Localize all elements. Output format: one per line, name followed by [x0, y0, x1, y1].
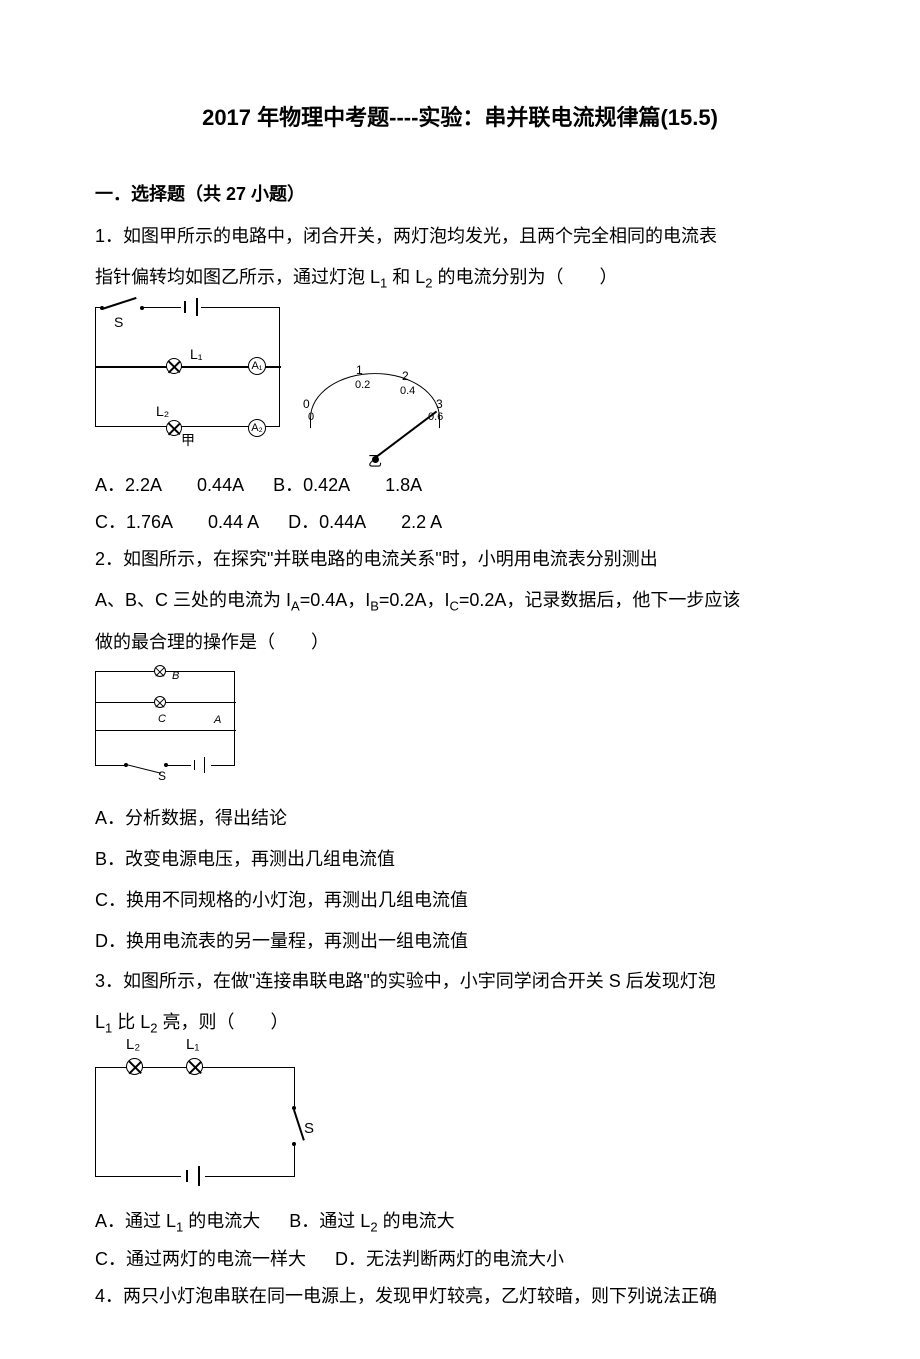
q3-l1-label: L₁: [186, 1036, 199, 1053]
sub-c: C: [449, 598, 458, 613]
q3-stem-line2: L1 比 L2 亮，则（ ）: [95, 1004, 825, 1042]
q3-figure: L₂ L₁ S: [95, 1067, 825, 1189]
q1-stem-line2: 指针偏转均如图乙所示，通过灯泡 L1 和 L2 的电流分别为（ ）: [95, 259, 825, 297]
q2-s2c: =0.2A，I: [379, 590, 450, 610]
l1-label: L₁: [190, 346, 203, 362]
q1-caption-jia: 甲: [181, 430, 195, 450]
q1-caption-yi: 乙: [368, 451, 382, 471]
q1-meter-diagram: 0 0 1 0.2 2 0.4 3 0.6 乙: [300, 363, 450, 453]
q3-s2b: 比 L: [112, 1012, 150, 1032]
q2-stem-line1: 2．如图所示，在探究"并联电路的电流关系"时，小明用电流表分别测出: [95, 541, 825, 578]
q3-circuit-diagram: L₂ L₁ S: [95, 1067, 295, 1177]
sub-a: A: [291, 598, 300, 613]
q1-option-c: C．1.76A 0.44 A: [95, 504, 259, 541]
q3-option-d: D．无法判断两灯的电流大小: [335, 1241, 564, 1278]
q3-choices-cd: C．通过两灯的电流一样大 D．无法判断两灯的电流大小: [95, 1241, 825, 1278]
q1-option-b: B．0.42A 1.8A: [273, 467, 422, 504]
ammeter-a1-icon: A₁: [248, 357, 266, 375]
q3-switch-label: S: [304, 1120, 314, 1137]
q3b-t2: 的电流大: [378, 1211, 455, 1231]
q1-stem2-b: 和 L: [387, 267, 425, 287]
q3-stem-line1: 3．如图所示，在做"连接串联电路"的实验中，小宇同学闭合开关 S 后发现灯泡: [95, 963, 825, 1000]
q3a-t2: 的电流大: [183, 1211, 260, 1231]
q1-option-a: A．2.2A 0.44A: [95, 467, 244, 504]
scale-1: 1: [356, 363, 363, 377]
q2-switch-label: S: [158, 769, 166, 783]
sub-2b: 2: [150, 1021, 157, 1036]
q3-option-c: C．通过两灯的电流一样大: [95, 1241, 306, 1278]
sub-2: 2: [425, 275, 432, 290]
sub-2c: 2: [370, 1219, 377, 1234]
scale-3: 3: [436, 397, 443, 411]
bulb-l1-icon: [166, 358, 182, 374]
point-a-label: A: [214, 714, 221, 726]
section-header: 一．选择题（共 27 小题）: [95, 180, 825, 206]
q3b-t1: B．通过 L: [289, 1211, 370, 1231]
bulb-l2-icon: [166, 420, 182, 436]
q3-option-b: B．通过 L2 的电流大: [289, 1203, 454, 1241]
scale-06: 0.6: [428, 411, 443, 423]
q4-stem-line1: 4．两只小灯泡串联在同一电源上，发现甲灯较亮，乙灯较暗，则下列说法正确: [95, 1278, 825, 1315]
scale-02: 0.2: [355, 379, 370, 391]
q2-circuit-diagram: B C A S: [95, 671, 235, 766]
l2-label: L₂: [156, 403, 169, 419]
q3-l2-label: L₂: [126, 1036, 140, 1053]
q2-option-a: A．分析数据，得出结论: [95, 800, 825, 837]
q1-option-d: D．0.44A 2.2 A: [288, 504, 442, 541]
q1-choices-ab: A．2.2A 0.44A B．0.42A 1.8A: [95, 467, 825, 504]
point-b-label: B: [172, 670, 179, 682]
scale-0-outer: 0: [303, 397, 310, 411]
switch-label: S: [114, 314, 123, 330]
q3-s2c: 亮，则（ ）: [158, 1012, 289, 1032]
q3-option-a: A．通过 L1 的电流大: [95, 1203, 260, 1241]
scale-0-inner: 0: [308, 411, 314, 423]
bulb-c-icon: [154, 696, 166, 708]
q2-s2b: =0.4A，I: [300, 590, 371, 610]
q2-s2d: =0.2A，记录数据后，他下一步应该: [459, 590, 741, 610]
bulb-b-icon: [154, 665, 166, 677]
point-c-label: C: [158, 713, 166, 725]
q2-option-d: D．换用电流表的另一量程，再测出一组电流值: [95, 923, 825, 960]
page-title: 2017 年物理中考题----实验：串并联电流规律篇(15.5): [95, 100, 825, 132]
q2-figure: B C A S: [95, 671, 825, 786]
ammeter-a2-icon: A₂: [248, 419, 266, 437]
q1-stem-line1: 1．如图甲所示的电路中，闭合开关，两灯泡均发光，且两个完全相同的电流表: [95, 218, 825, 255]
q2-stem-line3: 做的最合理的操作是（ ）: [95, 624, 825, 661]
q3-s2a: L: [95, 1012, 105, 1032]
q2-stem-line2: A、B、C 三处的电流为 IA=0.4A，IB=0.2A，IC=0.2A，记录数…: [95, 582, 825, 620]
bulb-l2-icon: [126, 1058, 143, 1075]
q1-stem2-a: 指针偏转均如图乙所示，通过灯泡 L: [95, 267, 380, 287]
q2-option-c: C．换用不同规格的小灯泡，再测出几组电流值: [95, 882, 825, 919]
q1-circuit-diagram: S L₁ L₂ A₁ A₂ 甲: [95, 307, 280, 427]
scale-04: 0.4: [400, 385, 415, 397]
q3-choices-ab: A．通过 L1 的电流大 B．通过 L2 的电流大: [95, 1203, 825, 1241]
q2-s2a: A、B、C 三处的电流为 I: [95, 590, 291, 610]
bulb-l1-icon: [186, 1058, 203, 1075]
q1-figure: S L₁ L₂ A₁ A₂ 甲 0 0 1 0.2 2 0.4 3 0.6 乙: [95, 307, 825, 453]
scale-2: 2: [402, 369, 409, 383]
q1-choices-cd: C．1.76A 0.44 A D．0.44A 2.2 A: [95, 504, 825, 541]
q1-stem2-c: 的电流分别为（ ）: [433, 267, 618, 287]
q3a-t1: A．通过 L: [95, 1211, 176, 1231]
sub-b: B: [370, 598, 379, 613]
q2-option-b: B．改变电源电压，再测出几组电流值: [95, 841, 825, 878]
